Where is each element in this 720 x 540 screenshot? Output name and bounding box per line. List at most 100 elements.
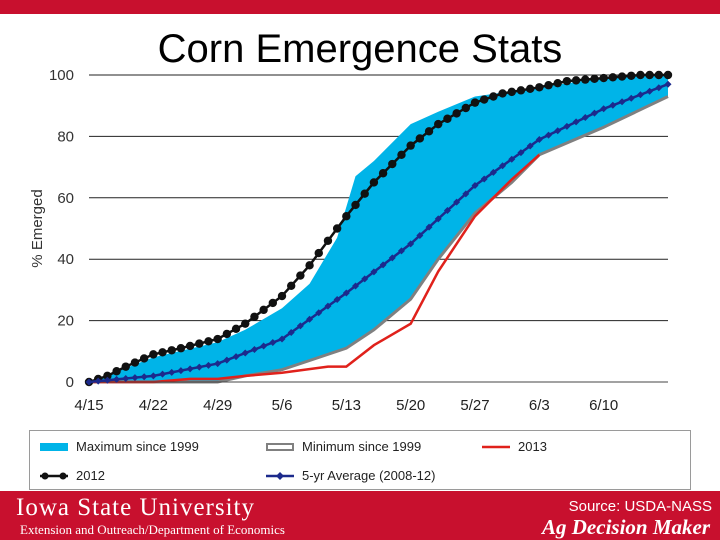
legend-max-label: Maximum since 1999 — [76, 439, 199, 454]
y-tick-label: 80 — [57, 128, 74, 145]
x-tick-label: 5/20 — [396, 397, 425, 414]
marker-avg — [646, 87, 654, 95]
marker-avg — [103, 376, 111, 384]
brand-text: Ag Decision Maker — [542, 515, 710, 539]
marker-2012 — [121, 362, 130, 371]
marker-avg — [434, 215, 442, 223]
marker-avg — [425, 223, 433, 231]
legend-max-swatch — [40, 443, 68, 451]
y-axis-label: % Emerged — [29, 189, 46, 267]
marker-avg — [664, 80, 672, 88]
legend-2013-swatch — [482, 445, 510, 449]
marker-avg — [526, 142, 534, 150]
y-tick-label: 60 — [57, 190, 74, 207]
marker-avg — [140, 373, 148, 381]
marker-2012 — [608, 73, 618, 82]
marker-avg — [462, 190, 470, 198]
legend-min-label: Minimum since 1999 — [302, 439, 422, 454]
marker-2012 — [645, 70, 654, 80]
chart-legend: Maximum since 1999 Minimum since 1999 20… — [29, 430, 691, 490]
marker-2012 — [654, 70, 664, 80]
marker-2012 — [562, 76, 572, 86]
marker-avg — [361, 275, 369, 283]
series-2013-line — [89, 153, 541, 384]
marker-avg — [177, 367, 185, 375]
series-avg-line — [88, 83, 669, 384]
marker-2012 — [277, 291, 287, 301]
marker-avg — [563, 122, 571, 130]
marker-2012 — [296, 271, 305, 280]
marker-2012 — [204, 337, 213, 346]
marker-avg — [94, 377, 102, 385]
marker-avg — [618, 98, 626, 106]
x-tick-label: 6/10 — [589, 397, 618, 414]
footer-bar — [0, 491, 720, 540]
marker-2012 — [516, 86, 526, 95]
marker-2012 — [195, 339, 204, 348]
marker-2012 — [176, 344, 186, 353]
marker-2012 — [286, 281, 296, 291]
marker-avg — [333, 296, 341, 304]
marker-2012 — [571, 76, 581, 85]
marker-2012 — [507, 87, 516, 97]
marker-2012 — [461, 103, 471, 113]
marker-avg — [260, 342, 268, 350]
marker-2012 — [351, 200, 360, 210]
legend-2012-label: 2012 — [76, 468, 105, 483]
marker-2012 — [406, 141, 415, 150]
marker-2012 — [360, 189, 369, 198]
top-red-bar — [0, 0, 720, 14]
marker-avg — [85, 378, 93, 386]
max-since-1999-band — [89, 75, 668, 382]
marker-avg — [296, 322, 304, 330]
marker-2012 — [599, 73, 608, 83]
marker-2012 — [443, 114, 452, 123]
emergence-chart: 0 20 40 60 80 100 4/15 4/22 4/29 5/6 5/13 5/20 5/27 6… — [29, 67, 673, 414]
series-2012-markers — [84, 70, 673, 387]
department-text: Extension and Outreach/Department of Eco… — [20, 522, 285, 537]
marker-2012 — [158, 348, 167, 357]
marker-2012 — [167, 346, 176, 355]
marker-2012 — [222, 329, 232, 339]
x-tick-label: 5/13 — [332, 397, 361, 414]
marker-2012 — [452, 109, 461, 118]
marker-avg — [517, 149, 525, 157]
marker-2012 — [112, 367, 121, 376]
x-tick-label: 4/22 — [139, 397, 168, 414]
y-tick-label: 40 — [57, 251, 74, 268]
legend-min-swatch — [266, 443, 294, 451]
marker-avg — [499, 162, 507, 170]
marker-avg — [241, 349, 249, 357]
x-tick-label: 5/6 — [272, 397, 293, 414]
marker-2012 — [498, 89, 507, 98]
legend-2012-swatch — [40, 472, 68, 480]
marker-2012 — [259, 305, 268, 315]
marker-avg — [572, 118, 580, 126]
marker-avg — [223, 356, 231, 364]
marker-avg — [131, 374, 139, 382]
marker-avg — [655, 84, 663, 92]
marker-2012 — [369, 178, 379, 187]
marker-2012 — [553, 78, 562, 88]
marker-2012 — [535, 83, 544, 92]
marker-2012 — [627, 71, 636, 80]
marker-2012 — [424, 127, 434, 136]
marker-avg — [159, 370, 167, 378]
university-wordmark: Iowa State University — [16, 494, 256, 521]
marker-2012 — [590, 74, 599, 84]
marker-avg — [269, 339, 277, 347]
x-tick-label: 4/15 — [74, 397, 103, 414]
x-tick-label: 4/29 — [203, 397, 232, 414]
marker-avg — [278, 335, 286, 343]
marker-avg — [113, 375, 121, 383]
marker-avg — [453, 198, 461, 206]
marker-avg — [407, 240, 415, 248]
marker-2012 — [434, 119, 443, 129]
x-tick-label: 5/27 — [460, 397, 489, 414]
marker-avg — [232, 353, 240, 361]
slide-title: Corn Emergence Stats — [157, 27, 563, 71]
marker-avg — [397, 247, 405, 255]
marker-2012 — [525, 84, 535, 94]
marker-avg — [545, 131, 553, 139]
marker-avg — [250, 346, 258, 354]
